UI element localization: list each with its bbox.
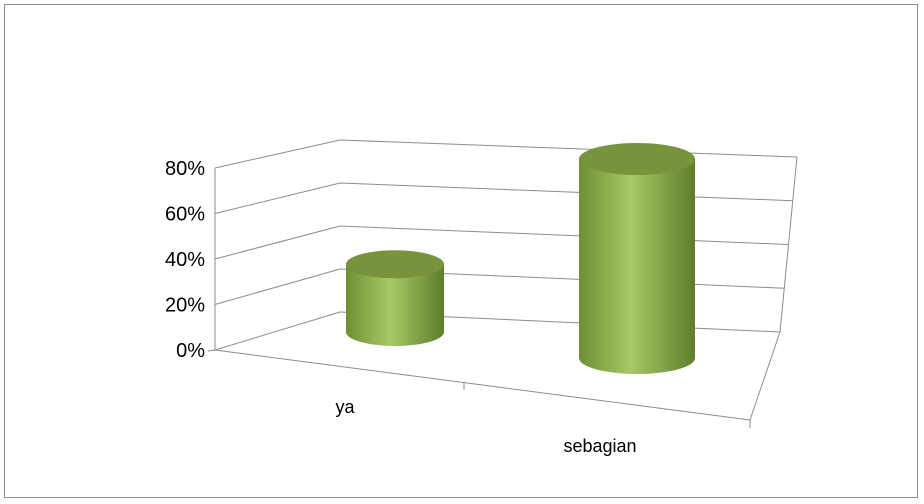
back-gridline bbox=[339, 139, 798, 158]
side-gridline bbox=[214, 139, 341, 169]
y-axis-ticks: 0% 20% 40% 60% 80% bbox=[165, 158, 205, 362]
x-tick-label: ya bbox=[335, 397, 355, 417]
side-gridline bbox=[214, 182, 341, 214]
side-gridline bbox=[214, 268, 341, 305]
back-gridline bbox=[339, 182, 793, 202]
gridlines bbox=[207, 139, 798, 428]
back-right-edge bbox=[779, 156, 798, 333]
chart-frame bbox=[4, 4, 918, 498]
bar-sebagian bbox=[579, 143, 695, 374]
floor-right-edge bbox=[749, 331, 781, 421]
y-tick-label: 80% bbox=[165, 158, 205, 180]
y-tick-label: 20% bbox=[165, 295, 205, 317]
side-gridline bbox=[214, 225, 341, 260]
x-axis-labels: ya sebagian bbox=[335, 397, 636, 456]
bar-ya bbox=[346, 250, 444, 346]
bar-top bbox=[346, 250, 444, 279]
x-tick-label: sebagian bbox=[563, 436, 636, 456]
x-axis-line bbox=[214, 349, 751, 421]
y-tick-label: 0% bbox=[176, 340, 205, 362]
back-gridline bbox=[339, 225, 789, 245]
bars bbox=[346, 143, 695, 374]
y-tick-label: 60% bbox=[165, 204, 205, 226]
side-gridline bbox=[214, 311, 341, 351]
bar-body bbox=[579, 159, 695, 374]
bar-body bbox=[346, 264, 444, 346]
axis-tick bbox=[207, 349, 216, 352]
y-tick-label: 40% bbox=[165, 249, 205, 271]
bar-top bbox=[579, 143, 695, 175]
